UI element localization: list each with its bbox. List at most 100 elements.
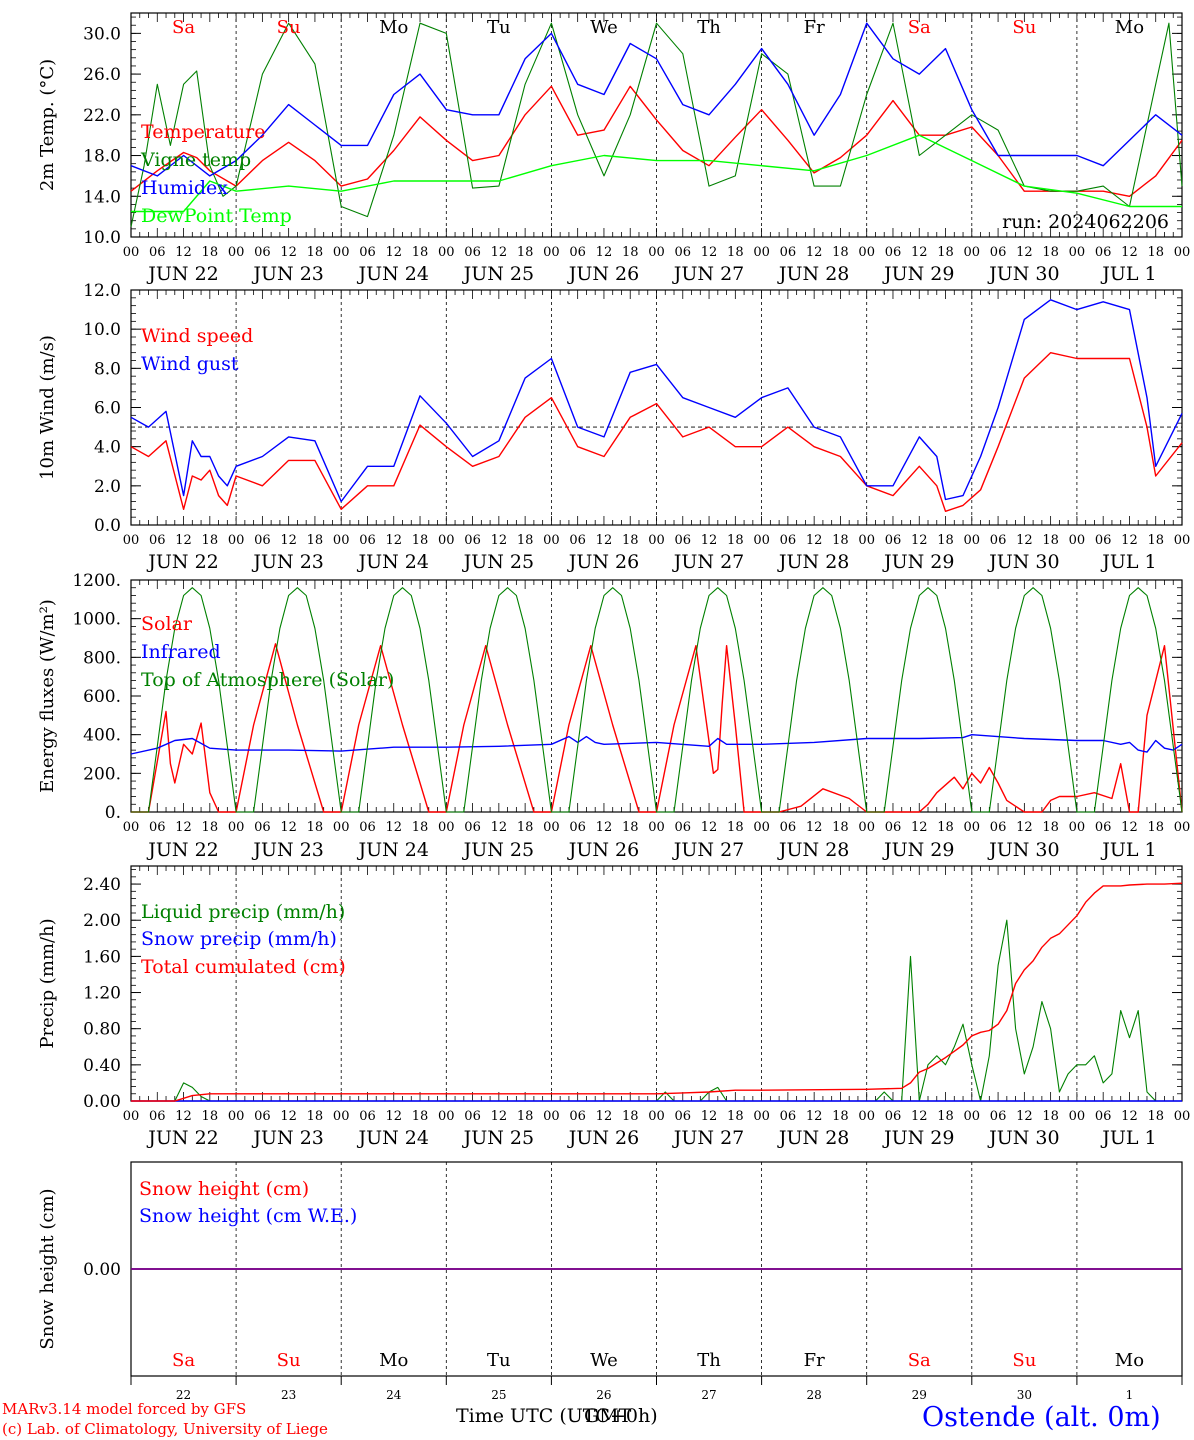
hour-tick-label: 06 bbox=[1095, 1109, 1112, 1124]
hour-tick-label: 18 bbox=[727, 245, 744, 260]
hour-tick-label: 18 bbox=[1147, 1109, 1164, 1124]
date-label: JUN 23 bbox=[251, 1127, 323, 1149]
series-line bbox=[131, 643, 1183, 813]
model-credit: MARv3.14 model forced by GFS bbox=[2, 1400, 247, 1418]
hour-tick-label: 18 bbox=[832, 820, 849, 835]
hour-tick-label: 00 bbox=[964, 533, 981, 548]
date-label: JUN 26 bbox=[567, 1127, 639, 1149]
hour-tick-label: 12 bbox=[806, 245, 823, 260]
series-line bbox=[131, 919, 1182, 1102]
date-label: JUN 30 bbox=[987, 839, 1059, 861]
hour-tick-label: 00 bbox=[753, 820, 770, 835]
hour-tick-label: 06 bbox=[254, 245, 271, 260]
day-name-top: Mo bbox=[379, 17, 408, 38]
hour-tick-label: 00 bbox=[648, 1109, 665, 1124]
date-label: JUN 26 bbox=[567, 839, 639, 861]
date-label: JUN 24 bbox=[357, 263, 429, 285]
hour-tick-label: 00 bbox=[543, 245, 560, 260]
hour-tick-label: 12 bbox=[385, 533, 402, 548]
series-line bbox=[130, 352, 1183, 512]
hour-tick-label: 00 bbox=[228, 1109, 245, 1124]
hour-tick-label: 00 bbox=[438, 533, 455, 548]
hour-tick-label: 12 bbox=[385, 1109, 402, 1124]
hour-tick-label: 06 bbox=[464, 533, 481, 548]
hour-tick-label: 00 bbox=[228, 245, 245, 260]
hour-tick-label: 06 bbox=[149, 1109, 166, 1124]
hour-tick-label: 12 bbox=[911, 820, 928, 835]
y-axis-label: Precip (mm/h) bbox=[37, 918, 58, 1048]
hour-tick-label: 12 bbox=[491, 533, 508, 548]
day-number: 30 bbox=[1017, 1388, 1032, 1402]
day-name-bottom: Su bbox=[1012, 1350, 1036, 1371]
hour-tick-label: 06 bbox=[780, 245, 797, 260]
hour-tick-label: 06 bbox=[359, 533, 376, 548]
y-axis-label: 2m Temp. (°C) bbox=[37, 59, 58, 191]
hour-tick-label: 00 bbox=[1069, 820, 1086, 835]
series-line bbox=[130, 22, 1183, 177]
hour-tick-label: 06 bbox=[149, 820, 166, 835]
y-axis-label: Energy fluxes (W/m²) bbox=[37, 599, 58, 793]
hour-tick-label: 00 bbox=[543, 820, 560, 835]
hour-tick-label: 00 bbox=[648, 820, 665, 835]
date-label: JUN 29 bbox=[882, 1127, 954, 1149]
hour-tick-label: 06 bbox=[990, 820, 1007, 835]
legend-entry: Solar bbox=[141, 613, 193, 635]
day-number: 23 bbox=[281, 1388, 296, 1402]
hour-tick-label: 18 bbox=[622, 1109, 639, 1124]
series-line bbox=[131, 134, 1182, 213]
date-label: JUL 1 bbox=[1100, 1127, 1156, 1149]
legend-entry: Total cumulated (cm) bbox=[141, 956, 346, 978]
day-number: 24 bbox=[386, 1388, 402, 1402]
date-label: JUN 28 bbox=[777, 263, 849, 285]
legend-entry: Humidex bbox=[141, 177, 228, 199]
date-label: JUL 1 bbox=[1100, 839, 1156, 861]
y-tick-label: 2.00 bbox=[83, 911, 121, 931]
hour-tick-label: 12 bbox=[701, 820, 718, 835]
hour-tick-label: 12 bbox=[806, 820, 823, 835]
hour-tick-label: 00 bbox=[648, 245, 665, 260]
hour-tick-label: 18 bbox=[517, 1109, 534, 1124]
day-name-top: Su bbox=[1012, 17, 1036, 38]
hour-tick-label: 12 bbox=[596, 1109, 613, 1124]
y-tick-label: 800. bbox=[83, 648, 121, 668]
date-label: JUN 22 bbox=[146, 263, 218, 285]
hour-tick-label: 12 bbox=[1121, 245, 1138, 260]
date-label: JUN 30 bbox=[987, 263, 1059, 285]
hour-tick-label: 00 bbox=[964, 245, 981, 260]
date-label: JUN 23 bbox=[251, 551, 323, 573]
date-label: JUN 23 bbox=[251, 263, 323, 285]
hour-tick-label: 12 bbox=[385, 820, 402, 835]
hour-tick-label: 06 bbox=[675, 533, 692, 548]
day-name-bottom: Mo bbox=[1115, 1350, 1144, 1371]
hour-tick-label: 06 bbox=[780, 533, 797, 548]
y-tick-label: 14.0 bbox=[83, 187, 121, 207]
hour-tick-label: 06 bbox=[990, 1109, 1007, 1124]
date-label: JUN 22 bbox=[146, 839, 218, 861]
y-tick-label: 0.00 bbox=[83, 1260, 121, 1280]
date-label: JUN 30 bbox=[987, 1127, 1059, 1149]
day-number: 28 bbox=[807, 1388, 822, 1402]
hour-tick-label: 18 bbox=[202, 820, 219, 835]
date-label: JUN 29 bbox=[882, 839, 954, 861]
hour-tick-label: 06 bbox=[885, 245, 902, 260]
hour-tick-label: 06 bbox=[1095, 245, 1112, 260]
hour-tick-label: 00 bbox=[753, 533, 770, 548]
hour-tick-label: 12 bbox=[491, 1109, 508, 1124]
hour-tick-label: 00 bbox=[1174, 820, 1191, 835]
date-label: JUN 22 bbox=[146, 1127, 218, 1149]
day-number: 22 bbox=[176, 1388, 191, 1402]
hour-tick-label: 06 bbox=[464, 245, 481, 260]
day-name-top: Su bbox=[277, 17, 301, 38]
legend-entry: Top of Atmosphere (Solar) bbox=[141, 669, 394, 691]
hour-tick-label: 18 bbox=[937, 1109, 954, 1124]
hour-tick-label: 06 bbox=[990, 245, 1007, 260]
hour-tick-label: 12 bbox=[280, 533, 297, 548]
lab-credit: (c) Lab. of Climatology, University of L… bbox=[2, 1420, 328, 1438]
date-label: JUN 24 bbox=[357, 1127, 429, 1149]
hour-tick-label: 12 bbox=[806, 533, 823, 548]
hour-tick-label: 00 bbox=[123, 533, 140, 548]
y-tick-label: 200. bbox=[83, 764, 121, 784]
hour-tick-label: 00 bbox=[648, 533, 665, 548]
hour-tick-label: 18 bbox=[412, 1109, 429, 1124]
y-tick-label: 26.0 bbox=[83, 65, 121, 85]
